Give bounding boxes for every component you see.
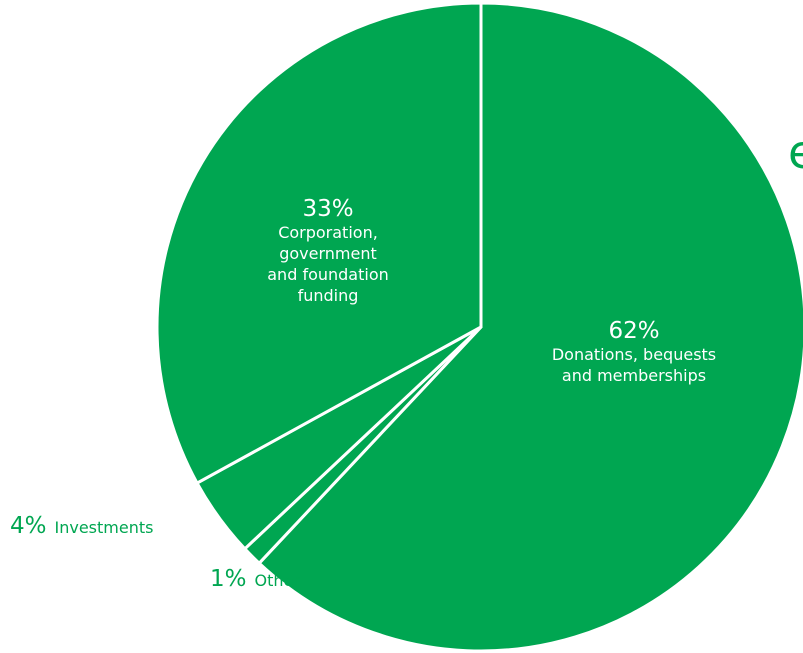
title-fragment: e xyxy=(788,125,803,179)
pie-slice-corporation-government-and-foundation-funding xyxy=(155,1,483,485)
slice-label-investments: 4% Investments xyxy=(10,513,153,539)
pie-slice-donations-bequests-and-memberships xyxy=(257,1,803,653)
slice-label-other: 1% Other xyxy=(210,566,300,592)
category-label-corporation-government-and-foundation-funding-line-4: funding xyxy=(298,286,359,305)
category-label-corporation-government-and-foundation-funding-line-1: Corporation, xyxy=(278,223,378,242)
category-label-other: Other xyxy=(255,571,301,590)
category-label-donations-bequests-and-memberships-line-1: Donations, bequests xyxy=(552,345,716,364)
value-label-donations-bequests-and-memberships: 62% xyxy=(608,318,659,344)
value-label-investments: 4% xyxy=(10,513,47,539)
pie-slices xyxy=(155,1,803,653)
value-label-corporation-government-and-foundation-funding: 33% xyxy=(302,196,353,222)
category-label-donations-bequests-and-memberships-line-2: and memberships xyxy=(562,366,706,385)
category-label-corporation-government-and-foundation-funding-line-2: government xyxy=(279,244,377,263)
category-label-corporation-government-and-foundation-funding-line-3: and foundation xyxy=(267,265,389,284)
pie-labels: 62%Donations, bequests and memberships 1% O… xyxy=(10,196,716,592)
category-label-investments: Investments xyxy=(55,518,154,537)
value-label-other: 1% xyxy=(210,566,247,592)
